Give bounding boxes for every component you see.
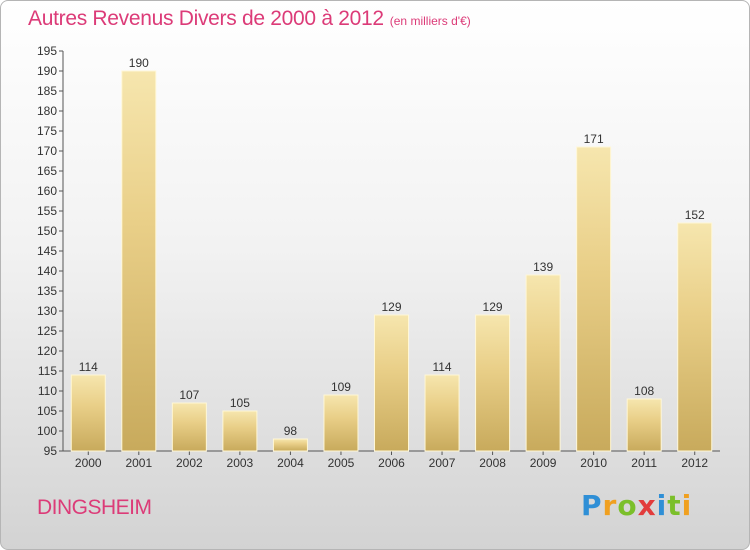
data-label: 105 [230, 396, 250, 410]
data-label: 108 [634, 384, 654, 398]
chart-subtitle: (en milliers d'€) [389, 14, 471, 28]
bar [525, 274, 561, 452]
x-tick-label: 2004 [277, 456, 304, 470]
chart-title-text: Autres Revenus Divers de 2000 à 2012 [28, 7, 384, 30]
bar [677, 222, 713, 452]
x-tick-label: 2008 [479, 456, 506, 470]
bar [475, 314, 511, 452]
y-tick-label: 110 [38, 384, 57, 398]
y-tick-label: 115 [38, 364, 57, 378]
y-tick-label: 175 [37, 124, 57, 138]
data-label: 109 [331, 380, 351, 394]
bar [171, 402, 207, 452]
bar [374, 314, 409, 452]
data-label: 98 [284, 424, 298, 438]
bar [323, 394, 359, 452]
data-label: 152 [685, 208, 705, 222]
y-tick-label: 180 [37, 104, 57, 118]
chart-data-labels: 114 190 107 105 98 109 129 114 129 139 171 108 152 [79, 56, 705, 438]
y-tick-label: 105 [37, 404, 57, 418]
x-tick-label: 2000 [75, 456, 102, 470]
data-label: 171 [584, 132, 604, 146]
y-tick-label: 195 [37, 44, 57, 58]
y-tick-label: 125 [37, 324, 57, 338]
bar [576, 146, 612, 452]
data-label: 129 [483, 300, 503, 314]
y-tick-label: 140 [37, 264, 57, 278]
bar [424, 374, 460, 452]
commune-name: DINGSHEIM [37, 496, 152, 519]
bar [70, 374, 106, 452]
x-tick-label: 2001 [125, 456, 152, 470]
y-tick-label: 170 [37, 144, 57, 158]
y-tick-label: 135 [37, 284, 57, 298]
y-tick-label: 160 [37, 184, 57, 198]
bar [626, 398, 662, 452]
y-tick-label: 185 [37, 84, 57, 98]
proxiti-logo: Proxiti [581, 489, 693, 522]
y-tick-label: 95 [44, 444, 58, 458]
bar [272, 438, 308, 452]
data-label: 114 [432, 360, 451, 374]
x-tick-label: 2005 [328, 456, 355, 470]
y-tick-label: 190 [37, 64, 57, 78]
y-tick-label: 155 [37, 204, 57, 218]
x-tick-label: 2009 [530, 456, 557, 470]
x-tick-label: 2007 [429, 456, 456, 470]
x-tick-label: 2011 [631, 456, 657, 470]
x-tick-label: 2002 [176, 456, 203, 470]
y-tick-label: 165 [37, 164, 57, 178]
data-label: 190 [129, 56, 149, 70]
y-tick-label: 150 [37, 224, 57, 238]
bar [121, 70, 157, 452]
x-tick-label: 2006 [378, 456, 405, 470]
chart-title: Autres Revenus Divers de 2000 à 2012 (en … [28, 7, 471, 31]
y-tick-label: 130 [37, 304, 57, 318]
data-label: 129 [381, 300, 401, 314]
data-label: 107 [179, 388, 199, 402]
x-tick-label: 2012 [681, 456, 708, 470]
y-tick-label: 100 [37, 424, 57, 438]
bar [222, 410, 258, 452]
x-tick-label: 2003 [227, 456, 254, 470]
x-tick-label: 2010 [580, 456, 607, 470]
chart-bars [70, 70, 713, 452]
data-label: 114 [79, 360, 98, 374]
data-label: 139 [533, 260, 553, 274]
y-tick-label: 120 [37, 344, 57, 358]
y-tick-label: 145 [37, 244, 57, 258]
